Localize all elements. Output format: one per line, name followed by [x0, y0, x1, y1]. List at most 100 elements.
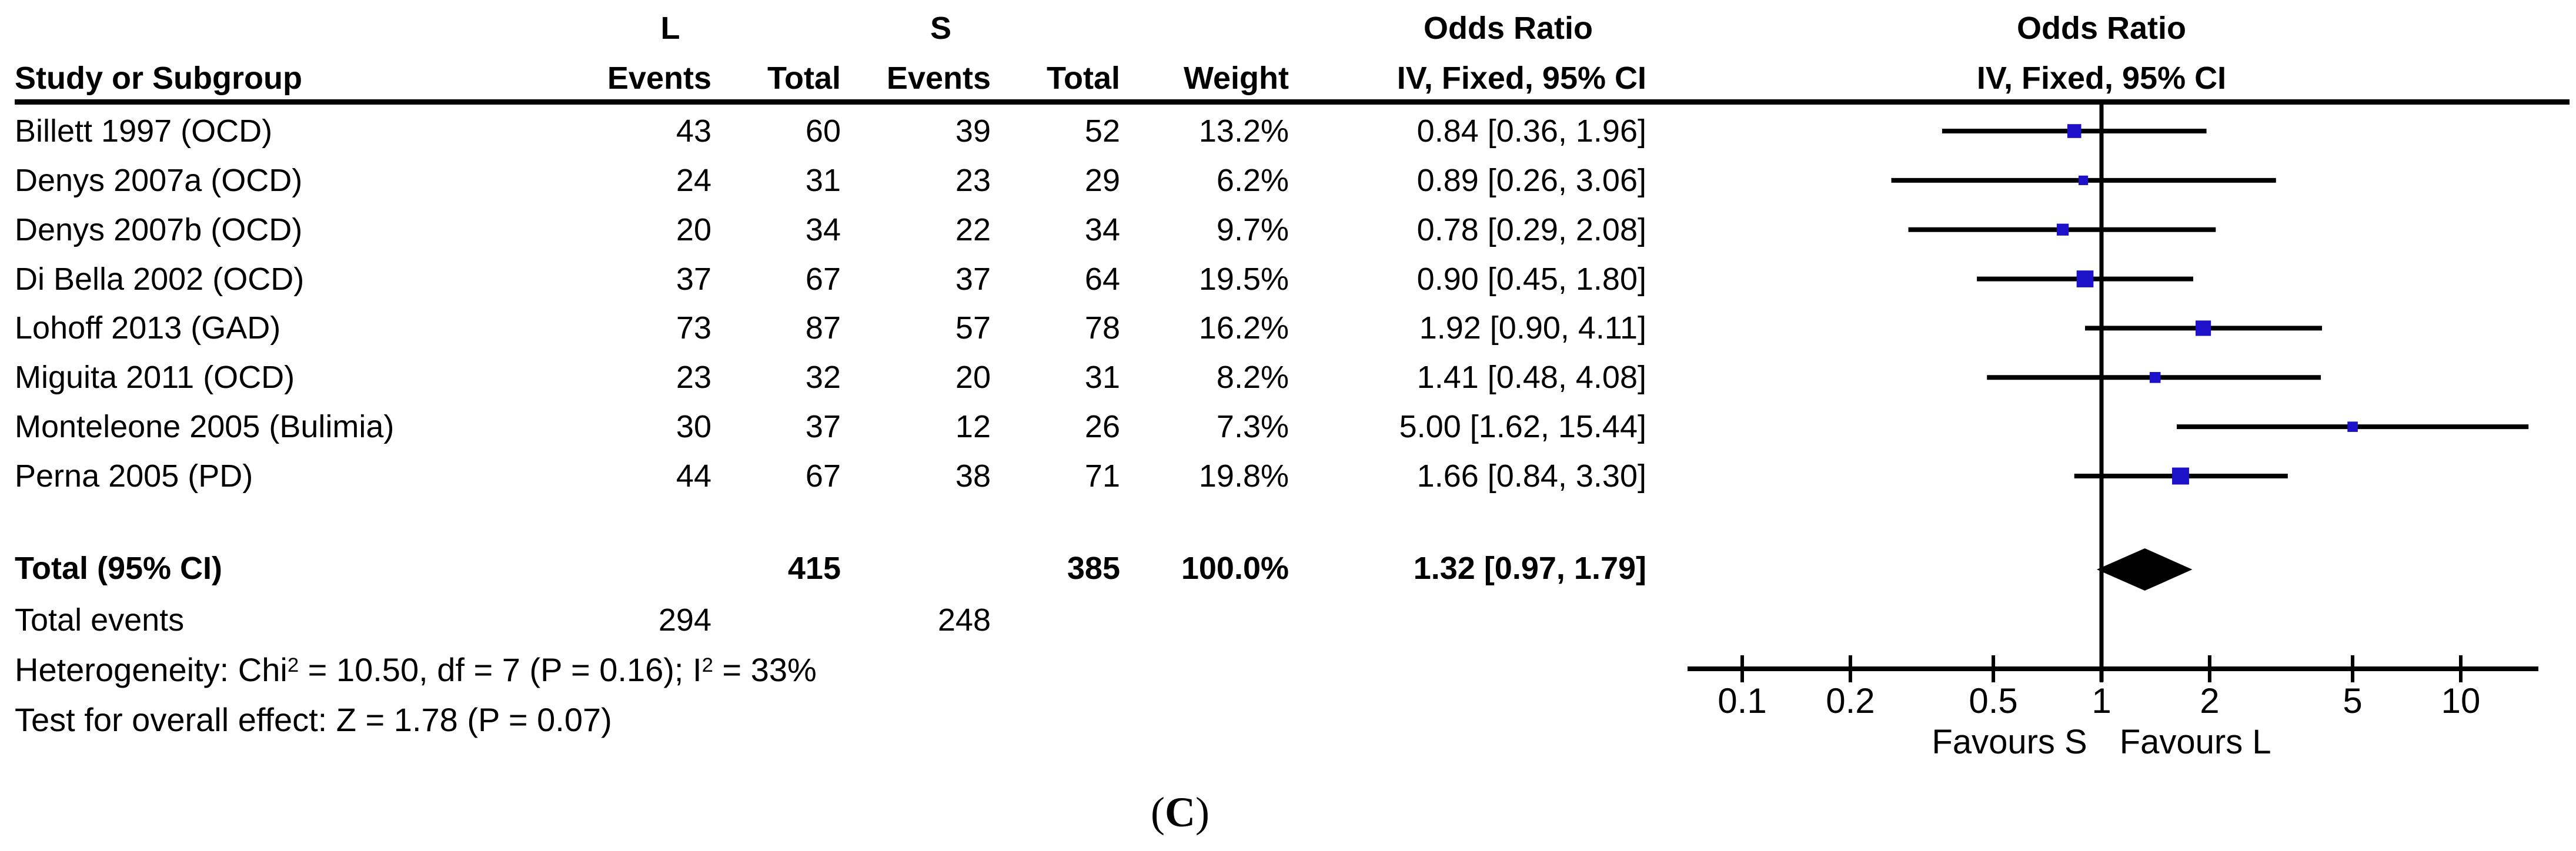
l-events-value: 37	[676, 261, 711, 297]
or-ci-value: 5.00 [1.62, 15.44]	[1399, 409, 1646, 445]
study-label: Miguita 2011 (OCD)	[15, 360, 295, 396]
weight-value: 9.7%	[1216, 212, 1289, 247]
study-row: Denys 2007b (OCD) 20 34 22 34 9.7% 0.78 …	[0, 205, 2576, 254]
l-total-column-header: Total	[767, 61, 841, 96]
or-ci-value: 1.41 [0.48, 4.08]	[1416, 360, 1646, 396]
s-events-value: 22	[955, 212, 991, 247]
l-total-value: 37	[805, 409, 841, 445]
het-text-mid: = 10.50, df = 7 (P = 0.16); I	[299, 651, 702, 688]
study-column-header: Study or Subgroup	[15, 61, 302, 96]
axis-tick-label: 2	[2200, 681, 2220, 721]
or-ci-value: 0.89 [0.26, 3.06]	[1416, 162, 1646, 198]
study-label: Billett 1997 (OCD)	[15, 113, 273, 149]
s-events-value: 12	[955, 409, 991, 445]
total-events-row: Total events 294 248	[0, 595, 2576, 645]
favours-right-label: Favours L	[2119, 723, 2271, 761]
or-ci-value: 0.78 [0.29, 2.08]	[1416, 212, 1646, 247]
study-label: Perna 2005 (PD)	[15, 458, 253, 494]
axis-tick-label: 10	[2441, 681, 2481, 721]
l-total-value: 32	[805, 360, 841, 396]
favours-labels: Favours S Favours L	[1932, 725, 2271, 760]
weight-column-header: Weight	[1184, 61, 1289, 96]
l-total-value: 34	[805, 212, 841, 247]
l-events-column-header: Events	[607, 61, 711, 96]
total-l-total: 415	[787, 551, 841, 586]
het-text-post: = 33%	[713, 651, 817, 688]
weight-value: 19.8%	[1198, 458, 1289, 494]
study-label: Denys 2007a (OCD)	[15, 162, 303, 198]
s-total-column-header: Total	[1047, 61, 1120, 96]
panel-caption: (C)	[1151, 786, 1210, 839]
s-events-value: 38	[955, 458, 991, 494]
total-events-l-value: 294	[658, 602, 711, 638]
weight-value: 8.2%	[1216, 360, 1289, 396]
or-ci-value: 0.90 [0.45, 1.80]	[1416, 261, 1646, 297]
study-row: Denys 2007a (OCD) 24 31 23 29 6.2% 0.89 …	[0, 156, 2576, 205]
weight-value: 16.2%	[1198, 310, 1289, 346]
s-events-value: 37	[955, 261, 991, 297]
l-total-value: 67	[805, 458, 841, 494]
s-total-value: 31	[1084, 360, 1120, 396]
total-events-s-value: 248	[937, 602, 991, 638]
axis-tick-label: 0.1	[1718, 681, 1767, 721]
or-ci-value: 0.84 [0.36, 1.96]	[1416, 113, 1646, 149]
study-row: Di Bella 2002 (OCD) 37 67 37 64 19.5% 0.…	[0, 254, 2576, 304]
het-sup-2: 2	[701, 654, 713, 677]
total-weight: 100.0%	[1181, 551, 1289, 586]
axis-tick-label: 1	[2091, 681, 2111, 721]
l-events-value: 23	[676, 360, 711, 396]
l-events-value: 73	[676, 310, 711, 346]
odds-ratio-column-title: Odds Ratio	[1423, 11, 1593, 46]
total-events-label: Total events	[15, 602, 185, 638]
het-text: Heterogeneity: Chi	[15, 651, 288, 688]
axis-tick-label: 0.5	[1969, 681, 2018, 721]
axis-tick-label: 5	[2343, 681, 2363, 721]
caption-letter: C	[1165, 789, 1195, 836]
odds-ratio-plot-title: Odds Ratio	[2016, 11, 2187, 46]
s-events-value: 23	[955, 162, 991, 198]
total-label: Total (95% CI)	[15, 551, 223, 586]
weight-value: 19.5%	[1198, 261, 1289, 297]
l-events-value: 24	[676, 162, 711, 198]
group-s-header: S	[930, 11, 952, 46]
l-total-value: 87	[805, 310, 841, 346]
l-events-value: 43	[676, 113, 711, 149]
axis-tick-label: 0.2	[1826, 681, 1875, 721]
study-row: Lohoff 2013 (GAD) 73 87 57 78 16.2% 1.92…	[0, 303, 2576, 353]
total-or-ci: 1.32 [0.97, 1.79]	[1413, 551, 1646, 586]
s-total-value: 29	[1084, 162, 1120, 198]
s-total-value: 71	[1084, 458, 1120, 494]
weight-value: 7.3%	[1216, 409, 1289, 445]
study-label: Monteleone 2005 (Bulimia)	[15, 409, 395, 445]
l-total-value: 31	[805, 162, 841, 198]
s-total-value: 52	[1084, 113, 1120, 149]
l-total-value: 67	[805, 261, 841, 297]
s-events-column-header: Events	[886, 61, 991, 96]
caption-open-paren: (	[1151, 789, 1165, 836]
l-events-value: 30	[676, 409, 711, 445]
s-events-value: 20	[955, 360, 991, 396]
het-sup-1: 2	[287, 654, 299, 677]
total-s-total: 385	[1067, 551, 1120, 586]
weight-value: 6.2%	[1216, 162, 1289, 198]
s-total-value: 78	[1084, 310, 1120, 346]
study-label: Denys 2007b (OCD)	[15, 212, 303, 247]
total-row: Total (95% CI) 415 385 100.0% 1.32 [0.97…	[0, 544, 2576, 593]
s-events-value: 57	[955, 310, 991, 346]
overall-effect-stats: Test for overall effect: Z = 1.78 (P = 0…	[15, 701, 612, 738]
l-events-value: 44	[676, 458, 711, 494]
caption-close-paren: )	[1195, 789, 1210, 836]
or-ci-value: 1.66 [0.84, 3.30]	[1416, 458, 1646, 494]
study-label: Di Bella 2002 (OCD)	[15, 261, 305, 297]
or-ci-value: 1.92 [0.90, 4.11]	[1419, 310, 1646, 346]
study-row: Miguita 2011 (OCD) 23 32 20 31 8.2% 1.41…	[0, 353, 2576, 402]
heterogeneity-stats: Heterogeneity: Chi2 = 10.50, df = 7 (P =…	[15, 645, 817, 695]
l-total-value: 60	[805, 113, 841, 149]
s-events-value: 39	[955, 113, 991, 149]
weight-value: 13.2%	[1198, 113, 1289, 149]
group-l-header: L	[660, 11, 680, 46]
s-total-value: 64	[1084, 261, 1120, 297]
favours-left-label: Favours S	[1932, 723, 2087, 761]
s-total-value: 34	[1084, 212, 1120, 247]
